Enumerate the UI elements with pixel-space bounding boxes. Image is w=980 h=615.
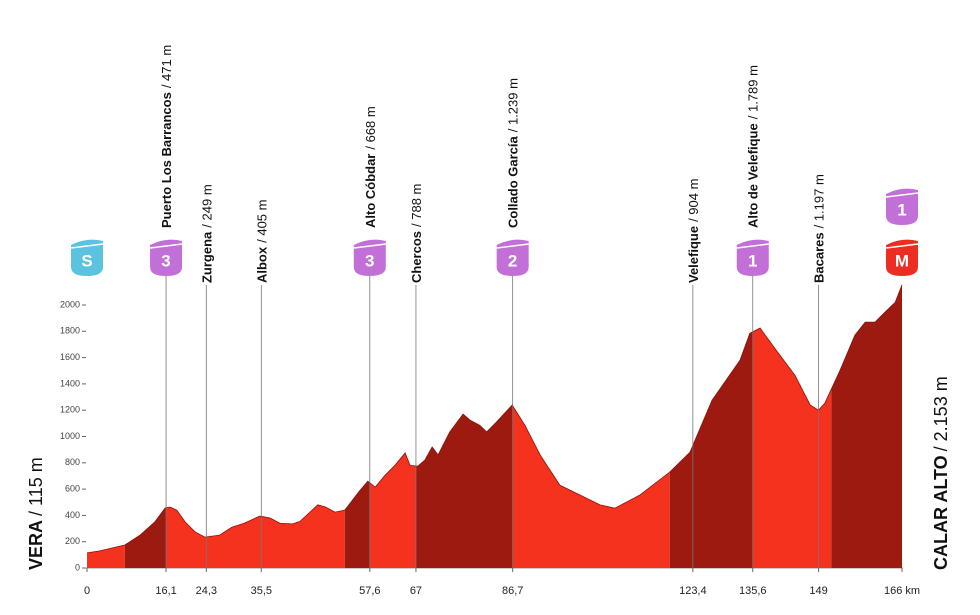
point-altitude: / 668 m <box>363 106 378 149</box>
point-label: Alto Cóbdar / 668 m <box>363 106 378 228</box>
badge-notch <box>496 243 529 249</box>
badge-notch <box>736 243 769 249</box>
badge-notch <box>885 243 919 249</box>
x-tick-label: 35,5 <box>251 585 272 597</box>
point-name: Albox <box>254 246 269 283</box>
point-name: Velefique <box>686 226 701 283</box>
point-name: Zurgena <box>199 231 214 283</box>
climb-badge <box>496 239 529 276</box>
x-tick-label: 24,3 <box>196 585 217 597</box>
badge-notch <box>885 192 919 198</box>
y-tick-label: 1800 <box>60 326 80 336</box>
x-tick-label: 135,6 <box>739 585 767 597</box>
y-tick-label: 800 <box>65 457 80 467</box>
x-tick-label: 57,6 <box>359 585 380 597</box>
climb-badge <box>353 239 386 276</box>
y-tick-label: 1400 <box>60 378 80 388</box>
y-tick-label: 1600 <box>60 352 80 362</box>
point-altitude: / 249 m <box>199 184 214 227</box>
x-tick-label: 67 <box>410 585 422 597</box>
point-altitude: / 1.197 m <box>812 174 827 228</box>
point-altitude: / 115 m <box>26 457 46 516</box>
point-label: VERA / 115 m <box>26 457 46 570</box>
point-name: CALAR ALTO <box>931 455 951 570</box>
point-label: Puerto Los Barrancos / 471 m <box>159 45 174 228</box>
point-label: Albox / 405 m <box>254 200 269 283</box>
point-altitude: / 904 m <box>686 179 701 222</box>
x-tick-label: 86,7 <box>502 585 523 597</box>
badge-label: M <box>895 251 909 270</box>
profile-segment <box>512 284 670 568</box>
point-label: Alto de Velefique / 1.789 m <box>746 65 761 228</box>
x-tick-label: 123,4 <box>679 585 707 597</box>
point-altitude: / 1.239 m <box>506 78 521 132</box>
profile-line <box>86 284 903 554</box>
badge-notch <box>70 243 104 249</box>
point-altitude: / 1.789 m <box>746 65 761 119</box>
point-name: Bacares <box>812 232 827 283</box>
x-tick-label: 16,1 <box>155 585 176 597</box>
climb-badge <box>736 239 769 276</box>
point-altitude: / 405 m <box>254 200 269 243</box>
point-label: Collado García / 1.239 m <box>506 78 521 228</box>
y-tick-label: 600 <box>65 483 80 493</box>
point-altitude: / 788 m <box>409 184 424 227</box>
start-badge <box>71 239 103 276</box>
badge-label: 3 <box>161 251 170 270</box>
badge-label: 1 <box>897 200 906 219</box>
point-name: Collado García <box>506 135 521 228</box>
badge-label: 3 <box>365 251 374 270</box>
y-tick-label: 2000 <box>60 299 80 309</box>
point-altitude: / 471 m <box>159 45 174 88</box>
badge-notch <box>149 243 183 249</box>
point-name: Alto Cóbdar <box>363 154 378 228</box>
badge-label: 2 <box>508 251 517 270</box>
point-label: Bacares / 1.197 m <box>812 174 827 283</box>
point-label: CALAR ALTO / 2.153 m <box>931 376 951 570</box>
point-name: Puerto Los Barrancos <box>159 92 174 228</box>
x-tick-label: 166 km <box>884 585 920 597</box>
finish-badge <box>886 188 918 225</box>
y-tick-label: 200 <box>65 536 80 546</box>
climb-badge <box>150 239 183 276</box>
y-tick-label: 400 <box>65 510 80 520</box>
point-label: Zurgena / 249 m <box>199 184 214 283</box>
point-label: Chercos / 788 m <box>409 184 424 283</box>
badge-label: 1 <box>748 251 757 270</box>
point-name: Chercos <box>409 231 424 283</box>
x-tick-label: 149 <box>809 585 827 597</box>
point-label: Velefique / 904 m <box>686 179 701 283</box>
point-altitude: / 2.153 m <box>931 376 951 451</box>
point-name: VERA <box>26 520 46 570</box>
y-tick-label: 1200 <box>60 405 80 415</box>
badge-notch <box>353 243 386 249</box>
point-name: Alto de Velefique <box>746 123 761 228</box>
x-tick-label: 0 <box>84 585 90 597</box>
y-tick-label: 0 <box>75 562 80 572</box>
badge-label: S <box>81 251 92 270</box>
y-tick-label: 1000 <box>60 431 80 441</box>
finish-badge <box>886 239 918 276</box>
